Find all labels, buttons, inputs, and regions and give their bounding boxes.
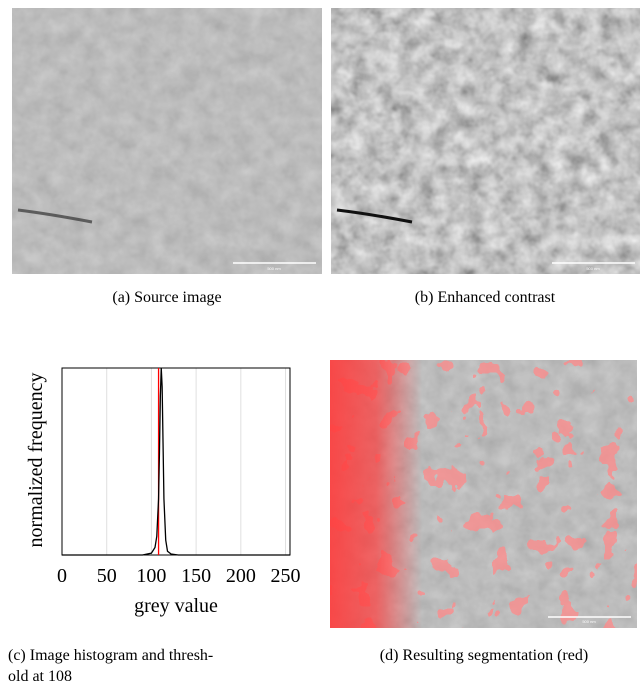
x-tick-label: 200 (226, 565, 256, 587)
x-tick-label: 100 (136, 565, 166, 587)
caption: (d) Resulting segmentation (red) (380, 647, 588, 664)
enhanced-image: 500 nm (331, 8, 640, 274)
scale-bar-label: 500 nm (586, 266, 600, 271)
caption: (b) Enhanced contrast (415, 289, 556, 306)
histogram: normalized frequency grey value 0 50 100 15… (25, 367, 301, 617)
y-axis-label: normalized frequency (25, 373, 47, 548)
caption: (a) Source image (112, 289, 221, 306)
x-tick-label: 150 (181, 565, 211, 587)
scale-bar-label: 500 nm (267, 266, 281, 271)
caption: (c) Image histogram and thresh- (8, 647, 213, 664)
segmentation-image: 500 nm (330, 360, 637, 628)
x-tick-label: 250 (271, 565, 301, 587)
x-tick-label: 50 (97, 565, 117, 587)
x-tick-label: 0 (57, 565, 67, 587)
histogram-curve (62, 367, 290, 556)
x-axis-label: grey value (134, 595, 218, 617)
caption: old at 108 (8, 668, 72, 685)
scale-bar-label: 500 nm (582, 619, 596, 624)
source-image: 500 nm (12, 8, 322, 274)
plot-frame (61, 367, 291, 556)
